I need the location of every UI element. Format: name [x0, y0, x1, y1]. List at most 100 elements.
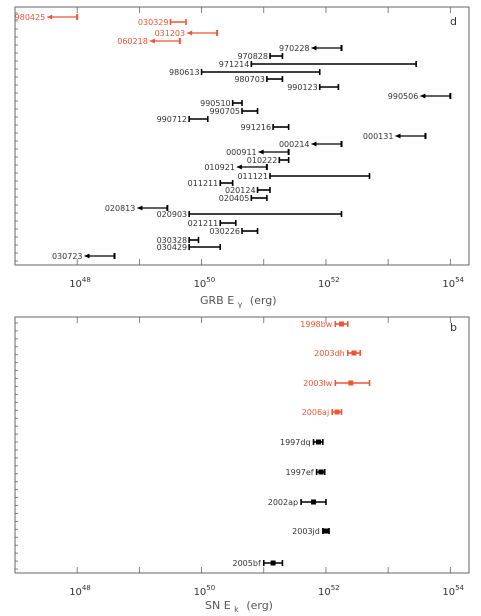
grb-point-label: 990506: [388, 92, 419, 101]
grb-point: 990712: [157, 115, 209, 124]
x-tick-label: 1048: [69, 276, 91, 290]
grb-point-label: 020405: [219, 194, 250, 203]
panel-grb-x-axis-title-unit: (erg): [250, 294, 277, 307]
value-marker: [315, 439, 321, 445]
grb-point-label: 980703: [234, 75, 265, 84]
panel-sn-marks: 1998bw 2003dh 2003lw 2006aj 1997dq 1997ef 2002…: [233, 320, 371, 568]
panel-grb-x-axis-title-sub: γ: [238, 300, 243, 309]
grb-point-label: 990123: [287, 83, 318, 92]
grb-point-label: 010222: [247, 156, 278, 165]
value-marker: [318, 469, 324, 475]
grb-point: 020813: [105, 204, 169, 213]
grb-point: 020405: [219, 194, 268, 203]
panel-grb-x-axis-title: GRB E γ (erg): [200, 294, 277, 310]
grb-point: 980703: [234, 75, 284, 84]
grb-point: 031203: [155, 29, 219, 38]
grb-point-label: 031203: [155, 29, 186, 38]
grb-point: 000911: [226, 148, 290, 157]
grb-point: 010222: [247, 156, 290, 165]
grb-point: 020903: [157, 210, 343, 219]
sn-point-label: 2006aj: [302, 408, 329, 417]
grb-point-label: 030429: [157, 243, 188, 252]
grb-point: 000214: [279, 140, 343, 149]
panel-sn-x-axis-title-sub: k: [234, 605, 239, 614]
grb-point: 990705: [209, 107, 259, 116]
grb-point: 020124: [225, 186, 271, 195]
arrow-head: [236, 164, 242, 170]
grb-point-label: 980613: [169, 68, 200, 77]
sn-point: 2003jd: [292, 527, 330, 536]
grb-point-label: 000911: [226, 148, 257, 157]
grb-point-label: 021211: [188, 219, 219, 228]
grb-point: 011121: [237, 172, 371, 181]
panel-grb-y-ticks: [15, 12, 18, 262]
sn-point-label: 2002ap: [268, 498, 298, 507]
x-tick-label: 1054: [442, 276, 464, 290]
grb-point: 991216: [241, 123, 290, 132]
value-marker: [351, 350, 357, 356]
grb-point: 000131: [363, 132, 427, 141]
grb-point: 030226: [209, 227, 259, 236]
sn-point-label: 1997dq: [280, 438, 311, 447]
grb-point-label: 970228: [279, 44, 310, 53]
grb-point-label: 030329: [138, 18, 169, 27]
panel-sn-letter: b: [450, 321, 457, 334]
grb-point-label: 020903: [157, 210, 188, 219]
grb-point-label: 011121: [237, 172, 268, 181]
grb-point-label: 011211: [188, 179, 219, 188]
sn-point: 1997dq: [280, 438, 324, 447]
sn-point: 2003dh: [314, 349, 361, 358]
sn-point: 1998bw: [300, 320, 349, 329]
arrow-head: [311, 141, 317, 147]
panel-grb-x-axis-title-main: GRB E: [200, 294, 234, 307]
grb-point-label: 971214: [219, 60, 250, 69]
grb-point: 030329: [138, 18, 187, 27]
x-tick-label: 1050: [194, 584, 216, 598]
grb-point: 011211: [188, 179, 234, 188]
grb-point-label: 030328: [157, 236, 188, 245]
value-marker: [323, 528, 329, 534]
x-tick-label: 1050: [194, 276, 216, 290]
grb-point: 021211: [188, 219, 237, 228]
sn-point-label: 2003lw: [303, 379, 333, 388]
sn-point: 2003lw: [303, 379, 371, 388]
arrow-head: [420, 93, 426, 99]
arrow-head: [258, 149, 264, 155]
value-marker: [334, 409, 340, 415]
panel-grb-frame: [14, 6, 470, 266]
grb-point-label: 030723: [52, 252, 83, 261]
grb-point: 970228: [279, 44, 343, 53]
grb-point-label: 970828: [237, 52, 268, 61]
grb-point: 971214: [219, 60, 417, 69]
grb-point-label: 990510: [200, 99, 231, 108]
grb-point: 970828: [237, 52, 284, 61]
arrow-head: [84, 253, 90, 259]
panel-grb-marks: 980425 030329 031203 060218 970228 9708289712…: [15, 13, 452, 261]
grb-point-label: 990712: [157, 115, 188, 124]
grb-point-label: 020813: [105, 204, 136, 213]
grb-point: 060218: [117, 37, 181, 46]
sn-point-label: 2003dh: [314, 349, 345, 358]
x-tick-label: 1048: [69, 584, 91, 598]
panel-sn-x-axis-title-unit: (erg): [246, 599, 273, 612]
grb-point: 010921: [204, 163, 268, 172]
sn-point-label: 1998bw: [300, 320, 332, 329]
grb-point-label: 030226: [209, 227, 240, 236]
grb-point-label: 000214: [279, 140, 310, 149]
arrow-head: [187, 30, 193, 36]
grb-point: 990506: [388, 92, 452, 101]
grb-point: 030328: [157, 236, 200, 245]
sn-point: 2002ap: [268, 498, 327, 507]
arrow-head: [311, 45, 317, 51]
arrow-head: [395, 133, 401, 139]
panel-grb-letter: d: [450, 15, 457, 28]
sn-point: 1997ef: [286, 468, 326, 477]
sn-point: 2005bf: [233, 559, 284, 568]
grb-point: 980425: [15, 13, 79, 22]
grb-point: 990510: [200, 99, 243, 108]
panel-grb-tick-labels: 1048 1050 1052 1054: [69, 276, 464, 290]
sn-point-label: 1997ef: [286, 468, 314, 477]
panel-sn-x-axis-title: SN E k (erg): [205, 599, 273, 615]
grb-point: 980613: [169, 68, 321, 77]
